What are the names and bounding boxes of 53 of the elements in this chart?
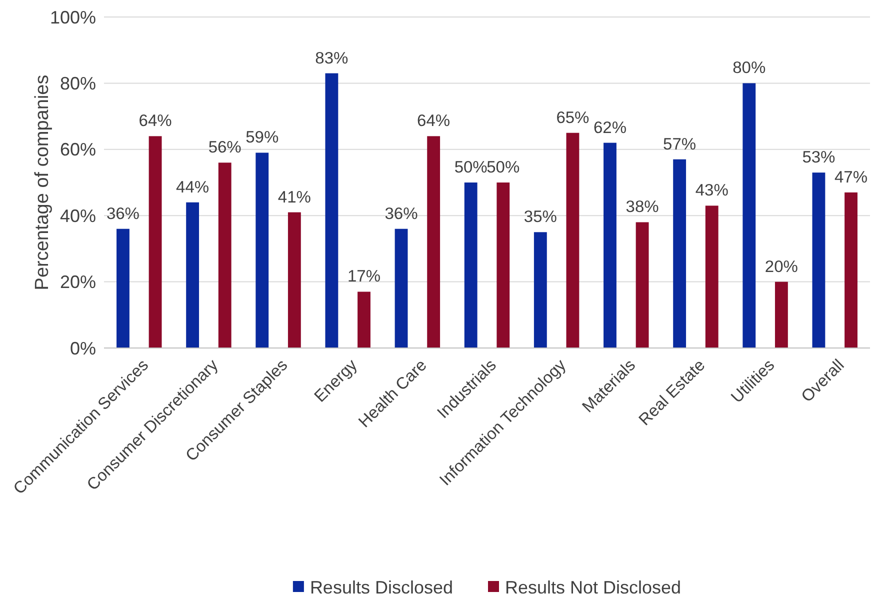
bar [116, 228, 130, 348]
data-label: 36% [384, 204, 418, 223]
y-tick-label: 20% [60, 272, 96, 292]
y-tick-label: 100% [50, 7, 96, 28]
data-label: 53% [802, 148, 836, 167]
data-label: 17% [347, 268, 381, 286]
data-label: 80% [732, 59, 766, 78]
data-label: 64% [138, 112, 172, 130]
bar [566, 132, 580, 348]
y-tick-label: 80% [60, 74, 96, 94]
data-label: 57% [663, 135, 696, 154]
data-label: 64% [417, 112, 450, 130]
bar [288, 212, 301, 348]
bar [496, 182, 510, 348]
data-label: 50% [454, 158, 488, 176]
y-tick-label: 0% [70, 338, 96, 358]
bar [148, 136, 162, 348]
bar [464, 182, 478, 348]
data-label: 59% [246, 128, 279, 147]
data-label: 38% [626, 198, 660, 216]
bar [534, 232, 547, 348]
y-tick-label: 60% [60, 140, 96, 160]
data-label: 35% [524, 208, 558, 226]
legend-label: Results Not Disclosed [505, 577, 682, 598]
data-label: 41% [278, 188, 312, 206]
y-tick-label: 40% [60, 206, 96, 226]
bar [604, 142, 616, 348]
bar [358, 292, 370, 348]
bar [394, 228, 408, 348]
data-label: 43% [695, 182, 729, 200]
bar [186, 202, 200, 348]
y-axis-title: Percentage of companies [32, 74, 53, 290]
bar [325, 73, 338, 348]
data-label: 44% [176, 178, 210, 196]
bar [705, 206, 718, 348]
data-label: 36% [106, 204, 140, 223]
data-label: 83% [315, 49, 349, 68]
data-label: 47% [834, 168, 868, 186]
data-label: 50% [486, 158, 520, 176]
bar [218, 162, 232, 348]
bar [427, 136, 440, 348]
bar [256, 152, 269, 348]
bar [742, 83, 756, 348]
data-label: 56% [208, 138, 242, 157]
bar [774, 282, 788, 348]
data-label: 62% [593, 118, 627, 137]
bar [844, 192, 858, 348]
bar [812, 172, 826, 348]
bar [636, 222, 649, 348]
data-label: 20% [764, 258, 798, 276]
data-label: 65% [556, 108, 590, 127]
bar [673, 159, 686, 348]
legend-label: Results Disclosed [310, 577, 453, 598]
